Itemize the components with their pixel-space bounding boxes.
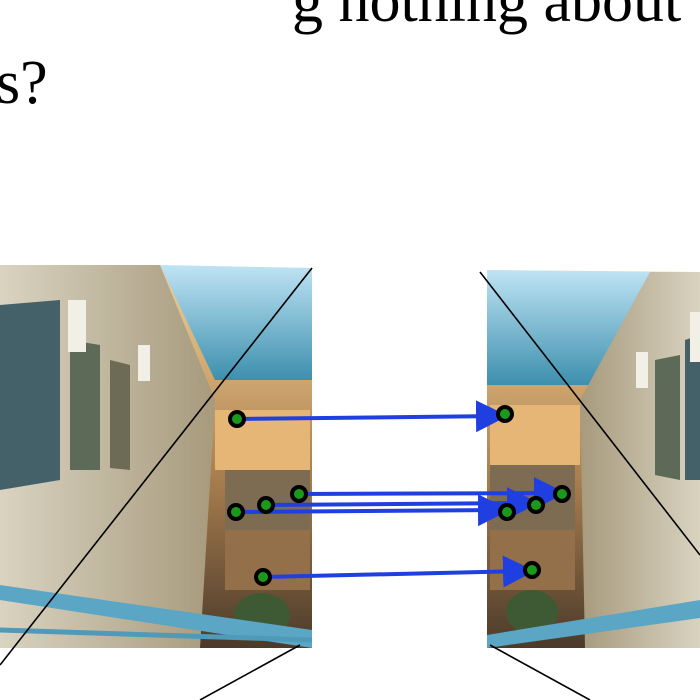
slide-text-line1: g nothing about t: [292, 0, 700, 35]
match-arrows: [235, 400, 566, 588]
slide-text-line2: s?: [0, 49, 48, 117]
quote-mark: ”: [50, 0, 78, 30]
keypoints: [227, 405, 571, 586]
right-photo: [487, 270, 700, 648]
projection-lines: [0, 267, 700, 700]
left-photo: [0, 265, 313, 648]
